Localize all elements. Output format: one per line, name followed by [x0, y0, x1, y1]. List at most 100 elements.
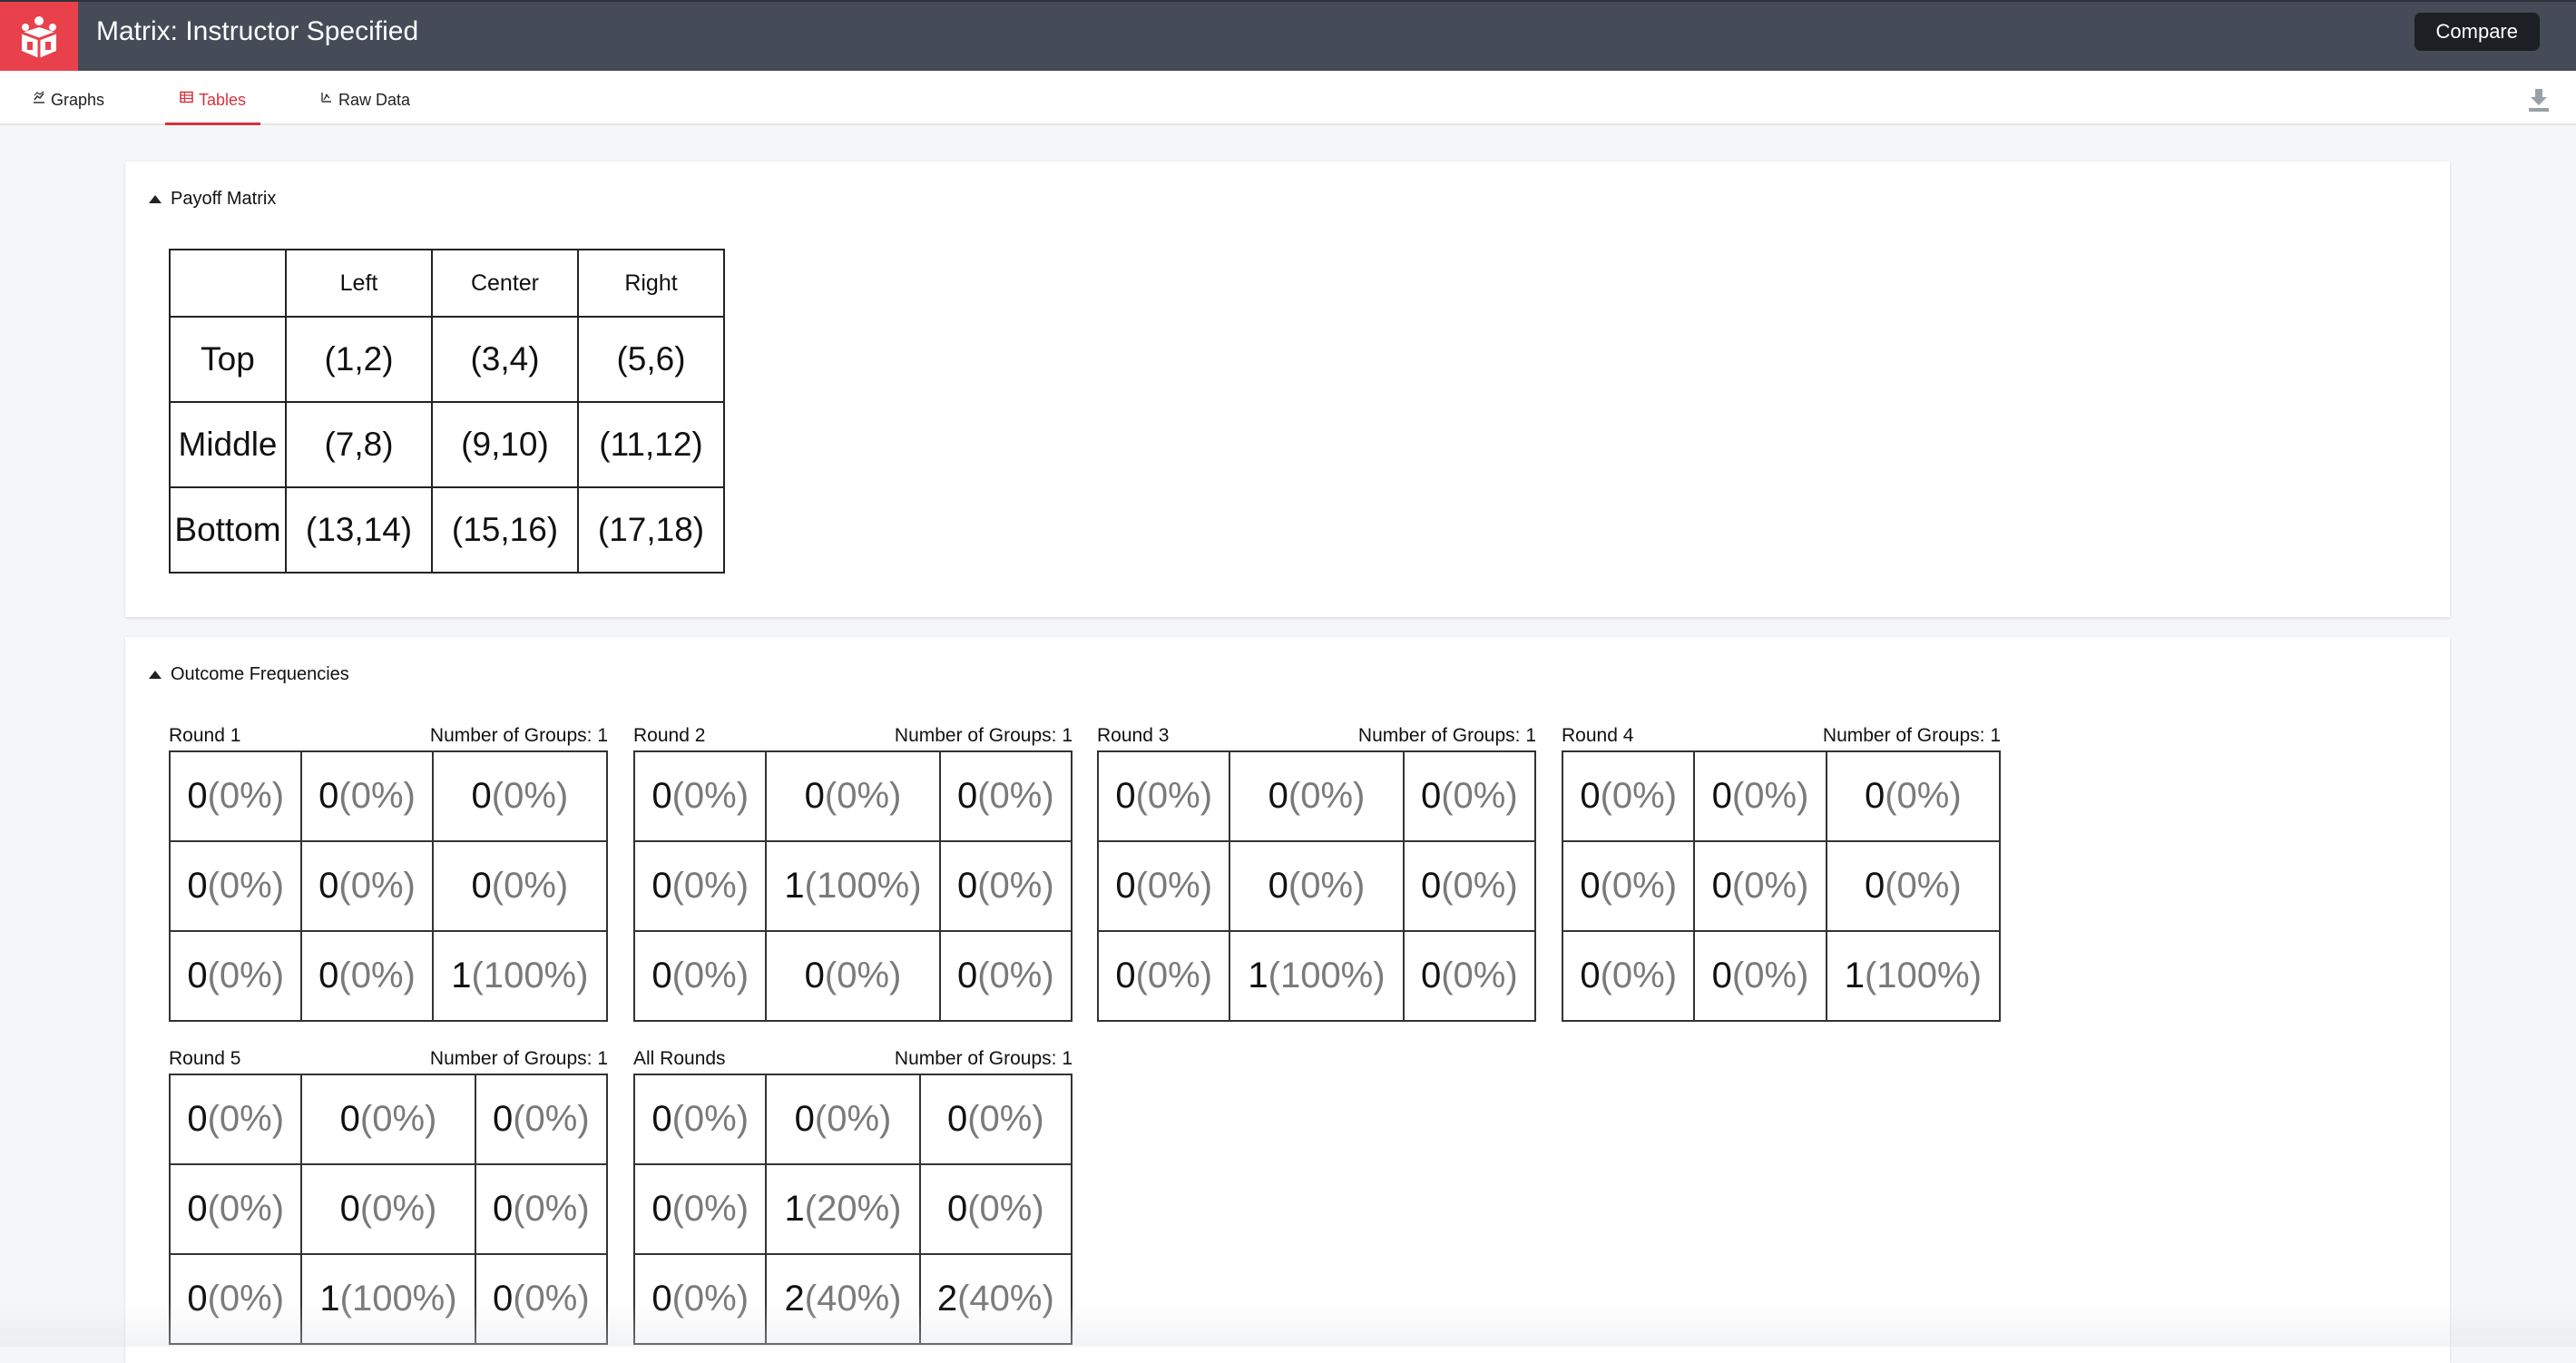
cell-count: 1 — [1844, 956, 1865, 995]
tab-raw-data[interactable]: Raw Data — [306, 91, 425, 125]
cell-percent: (0%) — [207, 956, 285, 995]
cell-percent: (0%) — [671, 1189, 749, 1229]
tab-label: Graphs — [51, 91, 105, 109]
cell-count: 0 — [1864, 776, 1885, 816]
cell-count: 0 — [187, 866, 208, 906]
groups-count: Number of Groups: 1 — [429, 725, 608, 746]
cell-percent: (100%) — [1864, 956, 1982, 995]
frequency-cell: 0(0%) — [300, 750, 434, 842]
frequency-cell: 0(0%) — [168, 750, 303, 842]
column-header: Left — [285, 249, 433, 318]
frequency-cell: 0(0%) — [474, 1253, 609, 1345]
tab-label: Tables — [199, 91, 247, 109]
cell-percent: (0%) — [671, 1279, 749, 1319]
cell-count: 0 — [1115, 776, 1136, 816]
cell-count: 0 — [956, 956, 978, 995]
cell-count: 0 — [1864, 866, 1885, 906]
grid-row: 0(0%) 0(0%) 0(0%) — [168, 1074, 609, 1165]
cell-percent: (0%) — [1731, 776, 1809, 816]
cell-percent: (0%) — [338, 956, 416, 995]
groups-count: Number of Groups: 1 — [429, 1048, 608, 1069]
app-header: Matrix: Instructor Specified Compare — [0, 0, 2576, 73]
frequency-cell: 0(0%) — [1693, 840, 1827, 932]
grid-row: 0(0%) 0(0%) 0(0%) — [168, 750, 609, 842]
frequency-cell: 0(0%) — [300, 930, 434, 1022]
frequency-cell: 0(0%) — [632, 930, 768, 1022]
frequency-cell: 1(20%) — [765, 1163, 921, 1255]
compare-button[interactable]: Compare — [2414, 13, 2540, 51]
frequency-cell: 0(0%) — [300, 1163, 476, 1255]
cell-percent: (0%) — [513, 1099, 590, 1139]
payoff-table: Left Center Right Top (1,2) (3,4) (5,6) … — [169, 249, 725, 574]
cell-count: 0 — [1580, 776, 1601, 816]
cell-percent: (0%) — [338, 776, 416, 816]
cell-percent: (0%) — [1885, 776, 1962, 816]
frequency-cell: 0(0%) — [765, 750, 941, 842]
frequency-cell: 0(0%) — [1561, 930, 1696, 1022]
outcome-table-round-2: Round 2 Number of Groups: 1 0(0%) 0(0%) 0(0%… — [632, 725, 1073, 1025]
cell-percent: (0%) — [1885, 866, 1962, 906]
cell-percent: (0%) — [1441, 776, 1518, 816]
cell-count: 0 — [187, 1189, 208, 1229]
grid-row: 0(0%) 2(40%) 2(40%) — [632, 1253, 1073, 1345]
cell-percent: (0%) — [1600, 866, 1678, 906]
tab-tables[interactable]: Tables — [165, 91, 261, 125]
download-icon[interactable] — [2525, 87, 2552, 114]
frequency-cell: 0(0%) — [918, 1074, 1073, 1165]
cell-count: 1 — [784, 866, 805, 906]
frequency-cell: 0(0%) — [1402, 930, 1537, 1022]
cell-count: 0 — [651, 956, 672, 995]
cell-count: 0 — [187, 1279, 208, 1319]
frequency-cell: 0(0%) — [765, 1074, 921, 1165]
outcome-frequencies-toggle[interactable]: Outcome Frequencies — [149, 664, 349, 685]
cell-percent: (0%) — [491, 866, 569, 906]
row-header: Top — [169, 316, 287, 403]
cell-percent: (0%) — [359, 1099, 437, 1139]
outcome-table-round-3: Round 3 Number of Groups: 1 0(0%) 0(0%) 0(0%… — [1096, 725, 1537, 1025]
frequency-cell: 1(100%) — [300, 1253, 476, 1345]
cell-count: 0 — [318, 956, 339, 995]
grid-row: 0(0%) 1(100%) 0(0%) — [632, 840, 1073, 932]
cell-count: 0 — [794, 1099, 815, 1139]
grid-row: 0(0%) 0(0%) 0(0%) — [1561, 750, 2002, 842]
cell-count: 0 — [651, 866, 672, 906]
cell-percent: (0%) — [967, 1189, 1044, 1229]
outcome-table-round-4: Round 4 Number of Groups: 1 0(0%) 0(0%) 0(0%… — [1561, 725, 2002, 1025]
tab-graphs[interactable]: Graphs — [18, 91, 119, 125]
outcome-table-round-5: Round 5 Number of Groups: 1 0(0%) 0(0%) 0(0%… — [168, 1048, 609, 1348]
grid-row: 0(0%) 0(0%) 0(0%) — [168, 840, 609, 932]
cell-count: 0 — [1580, 956, 1601, 995]
logo[interactable] — [0, 2, 78, 73]
payoff-cell: (1,2) — [285, 316, 433, 403]
cell-count: 0 — [1268, 776, 1288, 816]
cell-count: 0 — [339, 1099, 360, 1139]
frequency-cell: 1(100%) — [1825, 930, 2002, 1022]
cell-count: 0 — [1711, 956, 1732, 995]
cell-count: 0 — [1420, 776, 1442, 816]
frequency-cell: 0(0%) — [1229, 750, 1405, 842]
cell-percent: (0%) — [1288, 776, 1366, 816]
round-label: Round 1 — [169, 725, 241, 746]
cell-count: 0 — [471, 776, 492, 816]
cell-percent: (0%) — [824, 956, 902, 995]
frequency-cell: 0(0%) — [1096, 750, 1231, 842]
grid-row: 0(0%) 1(100%) 0(0%) — [1096, 930, 1537, 1022]
cell-count: 0 — [946, 1099, 968, 1139]
cell-percent: (0%) — [207, 866, 285, 906]
payoff-cell: (9,10) — [431, 401, 579, 488]
round-label: All Rounds — [633, 1048, 726, 1069]
tab-bar: Graphs Tables Raw Data — [0, 71, 2576, 125]
frequency-cell: 1(100%) — [431, 930, 609, 1022]
payoff-matrix-toggle[interactable]: Payoff Matrix — [149, 189, 276, 210]
cell-percent: (0%) — [1135, 776, 1213, 816]
cell-percent: (100%) — [339, 1279, 457, 1319]
cell-percent: (0%) — [1731, 956, 1809, 995]
frequency-grid: 0(0%) 0(0%) 0(0%) 0(0%) 1(20%) 0(0%) 0(0%) 2(40… — [632, 1074, 1073, 1345]
frequency-cell: 0(0%) — [1096, 840, 1231, 932]
cell-percent: (0%) — [824, 776, 902, 816]
groups-count: Number of Groups: 1 — [894, 1048, 1073, 1069]
cell-percent: (0%) — [977, 776, 1054, 816]
frequency-cell: 1(100%) — [1229, 930, 1405, 1022]
cell-percent: (0%) — [1441, 956, 1518, 995]
frequency-cell: 0(0%) — [431, 840, 609, 932]
